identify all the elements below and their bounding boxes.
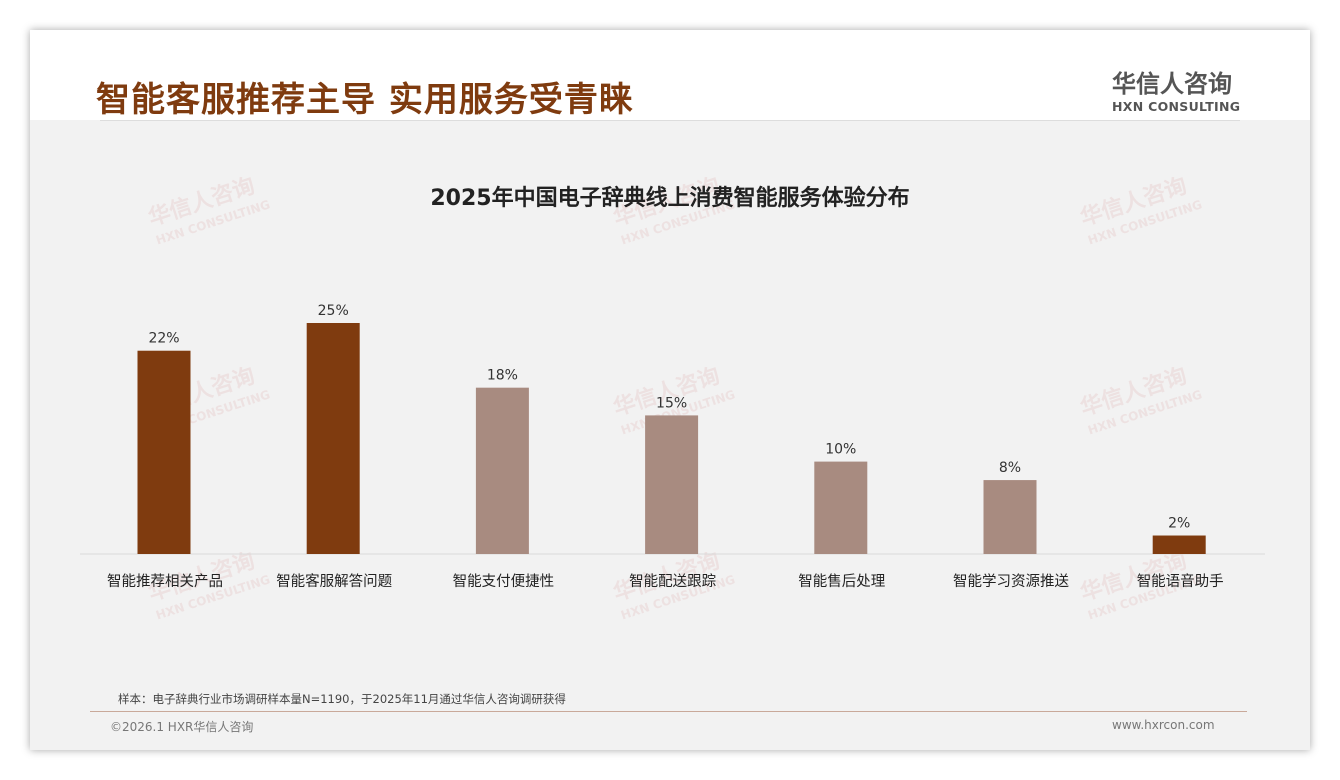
data-label: 25% — [318, 303, 349, 319]
logo-en: HXN CONSULTING — [1112, 99, 1241, 114]
x-tick-label: 智能售后处理 — [798, 573, 885, 590]
page-title: 智能客服推荐主导 实用服务受青睐 — [96, 80, 634, 120]
data-label: 15% — [656, 395, 687, 411]
sample-note: 样本：电子辞典行业市场调研样本量N=1190，于2025年11月通过华信人咨询调… — [118, 692, 566, 706]
data-label: 22% — [148, 331, 179, 347]
footer-divider — [90, 711, 1247, 712]
website-link[interactable]: www.hxrcon.com — [1112, 718, 1215, 732]
bar — [306, 323, 360, 554]
header-divider — [100, 120, 1240, 121]
bar — [983, 480, 1037, 554]
chart-title: 2025年中国电子辞典线上消费智能服务体验分布 — [430, 186, 910, 211]
x-tick-label: 智能学习资源推送 — [953, 573, 1069, 590]
data-label: 8% — [999, 460, 1021, 476]
x-tick-label: 智能客服解答问题 — [276, 573, 392, 590]
logo: 华信人咨询 HXN CONSULTING — [1112, 64, 1240, 114]
x-tick-label: 智能推荐相关产品 — [107, 573, 223, 590]
bar — [645, 415, 699, 554]
data-label: 18% — [487, 368, 518, 384]
data-label: 10% — [825, 442, 856, 458]
copyright: ©2026.1 HXR华信人咨询 — [110, 720, 254, 734]
logo-cn: 华信人咨询 — [1112, 70, 1232, 98]
bar — [814, 461, 868, 554]
x-tick-label: 智能支付便捷性 — [453, 573, 555, 590]
data-label: 2% — [1168, 516, 1190, 532]
header — [30, 30, 1310, 120]
bar — [475, 387, 529, 554]
x-tick-label: 智能语音助手 — [1137, 573, 1224, 590]
bar — [1152, 535, 1206, 554]
slide: 智能客服推荐主导 实用服务受青睐 华信人咨询 HXN CONSULTING — [30, 30, 1310, 750]
x-tick-label: 智能配送跟踪 — [629, 573, 716, 590]
bar — [137, 350, 191, 554]
